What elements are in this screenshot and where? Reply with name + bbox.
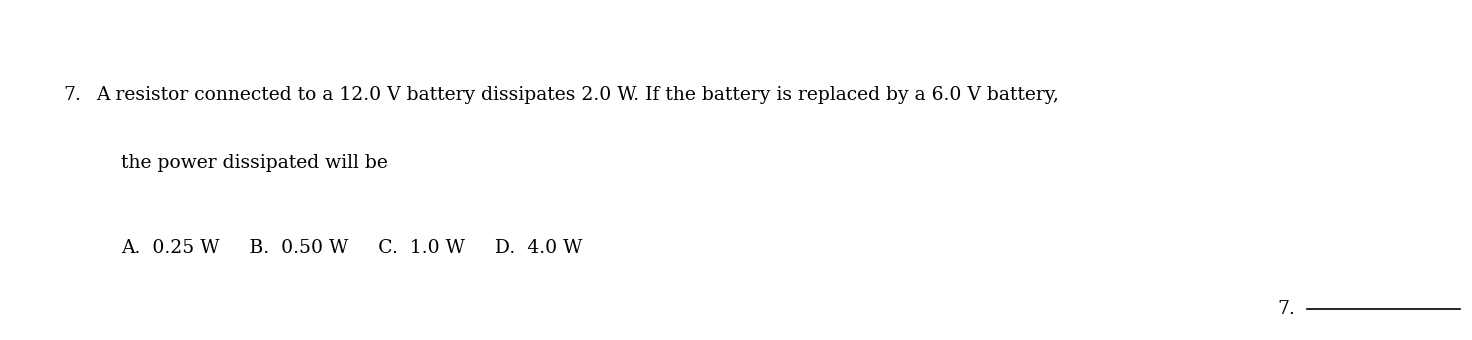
Text: the power dissipated will be: the power dissipated will be <box>121 154 387 172</box>
Text: A.  0.25 W     B.  0.50 W     C.  1.0 W     D.  4.0 W: A. 0.25 W B. 0.50 W C. 1.0 W D. 4.0 W <box>121 239 581 257</box>
Text: 7.: 7. <box>1278 301 1295 318</box>
Text: A resistor connected to a 12.0 V battery dissipates 2.0 W. If the battery is rep: A resistor connected to a 12.0 V battery… <box>96 86 1058 104</box>
Text: 7.: 7. <box>63 86 81 104</box>
